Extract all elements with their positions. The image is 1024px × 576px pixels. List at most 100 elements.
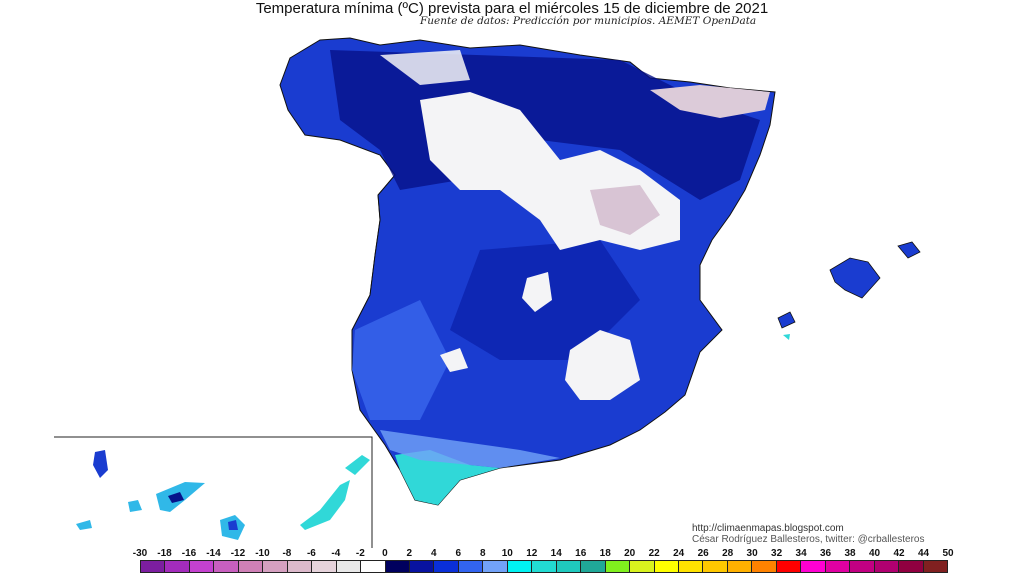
legend-swatch — [434, 561, 459, 572]
legend-bar — [140, 560, 948, 573]
legend-swatch — [752, 561, 777, 572]
legend-swatch — [189, 561, 215, 572]
legend-label: 18 — [599, 548, 611, 559]
legend-swatch — [507, 561, 533, 572]
la-palma — [93, 450, 108, 478]
credits-url[interactable]: http://climaenmapas.blogspot.com — [692, 523, 844, 534]
credits: http://climaenmapas.blogspot.com César R… — [692, 523, 924, 545]
legend-swatch — [850, 561, 875, 572]
legend-label: -10 — [255, 548, 270, 559]
legend-label: 32 — [771, 548, 783, 559]
color-legend: -30 -18 -16 -14 -12 -10 -8 -6 -4 -2 0 2 4 6 8 10 12 14 16 1… — [133, 548, 954, 573]
legend-swatch — [581, 561, 606, 572]
legend-label: 20 — [624, 548, 636, 559]
legend-swatch — [703, 561, 728, 572]
canary-islands-inset — [54, 436, 373, 548]
lanzarote — [345, 455, 370, 475]
legend-swatch — [336, 561, 362, 572]
legend-label: 38 — [844, 548, 856, 559]
legend-label: 6 — [455, 548, 462, 559]
legend-swatch — [678, 561, 704, 572]
legend-label: 22 — [648, 548, 660, 559]
legend-label: 28 — [722, 548, 734, 559]
legend-swatch — [605, 561, 631, 572]
legend-label: -2 — [355, 548, 365, 559]
la-gomera — [128, 500, 142, 512]
legend-swatch — [801, 561, 826, 572]
legend-label: -18 — [157, 548, 172, 559]
ibiza — [777, 311, 796, 329]
legend-label: 2 — [406, 548, 413, 559]
legend-label: -14 — [206, 548, 221, 559]
legend-swatch — [654, 561, 679, 572]
legend-label: 42 — [893, 548, 905, 559]
peninsula — [279, 37, 776, 506]
legend-swatch — [238, 561, 264, 572]
map-title: Temperatura mínima (ºC) prevista para el… — [255, 0, 769, 17]
legend-labels: -30 -18 -16 -14 -12 -10 -8 -6 -4 -2 0 2 4 6 8 10 12 14 16 1… — [133, 548, 954, 560]
el-hierro — [76, 520, 92, 530]
legend-swatch — [727, 561, 753, 572]
legend-label: 50 — [942, 548, 954, 559]
fuerteventura — [300, 480, 350, 530]
legend-label: 36 — [820, 548, 832, 559]
legend-label: 34 — [795, 548, 807, 559]
cold-zone-pyrenees — [650, 85, 770, 118]
legend-swatch — [263, 561, 288, 572]
legend-label: -8 — [282, 548, 292, 559]
menorca — [897, 241, 921, 259]
legend-swatch — [287, 561, 313, 572]
legend-label: -30 — [132, 548, 148, 559]
inset-frame — [54, 436, 373, 548]
legend-label: 16 — [575, 548, 587, 559]
legend-swatch — [630, 561, 655, 572]
cold-zone-north-mountains — [380, 50, 470, 85]
balearic-islands — [777, 241, 921, 340]
cold-zone-madrid — [522, 272, 552, 312]
legend-label: -6 — [306, 548, 316, 559]
tenerife-teide — [168, 492, 184, 503]
legend-swatch — [385, 561, 410, 572]
legend-label: 12 — [526, 548, 538, 559]
legend-swatch — [312, 561, 337, 572]
legend-swatch — [409, 561, 435, 572]
legend-label: -12 — [230, 548, 246, 559]
legend-swatch — [141, 561, 166, 572]
legend-swatch — [556, 561, 582, 572]
legend-label: 0 — [382, 548, 388, 559]
legend-swatch — [214, 561, 239, 572]
legend-swatch — [361, 561, 386, 572]
light-zone-west — [352, 300, 450, 420]
legend-label: -4 — [331, 548, 341, 559]
legend-label: 44 — [917, 548, 930, 559]
legend-label: 10 — [501, 548, 513, 559]
legend-swatch — [532, 561, 557, 572]
credits-author: César Rodríguez Ballesteros, twitter: @c… — [692, 534, 925, 545]
legend-label: 24 — [673, 548, 685, 559]
formentera — [783, 334, 790, 340]
legend-label: 40 — [868, 548, 881, 559]
legend-swatch — [776, 561, 802, 572]
warm-zone-andalusia — [380, 430, 560, 468]
legend-label: -16 — [181, 548, 197, 559]
legend-label: 26 — [697, 548, 709, 559]
legend-label: 14 — [550, 548, 562, 559]
legend-swatch — [165, 561, 190, 572]
gran-canaria-center — [228, 520, 238, 530]
legend-swatch — [825, 561, 851, 572]
legend-swatch — [899, 561, 924, 572]
data-source: Fuente de datos: Predicción por municipi… — [420, 15, 757, 27]
warm-zone-south-coast — [395, 450, 500, 505]
legend-swatch — [923, 561, 947, 572]
legend-swatch — [483, 561, 508, 572]
cold-zone-southeast — [565, 330, 640, 400]
mallorca — [829, 257, 881, 299]
legend-label: 30 — [746, 548, 758, 559]
legend-swatch — [874, 561, 900, 572]
legend-swatch — [458, 561, 484, 572]
legend-label: 8 — [480, 548, 486, 559]
cold-zone-iberico — [590, 185, 660, 235]
cold-zone-ciudad-real — [440, 348, 468, 372]
legend-label: 4 — [431, 548, 437, 559]
